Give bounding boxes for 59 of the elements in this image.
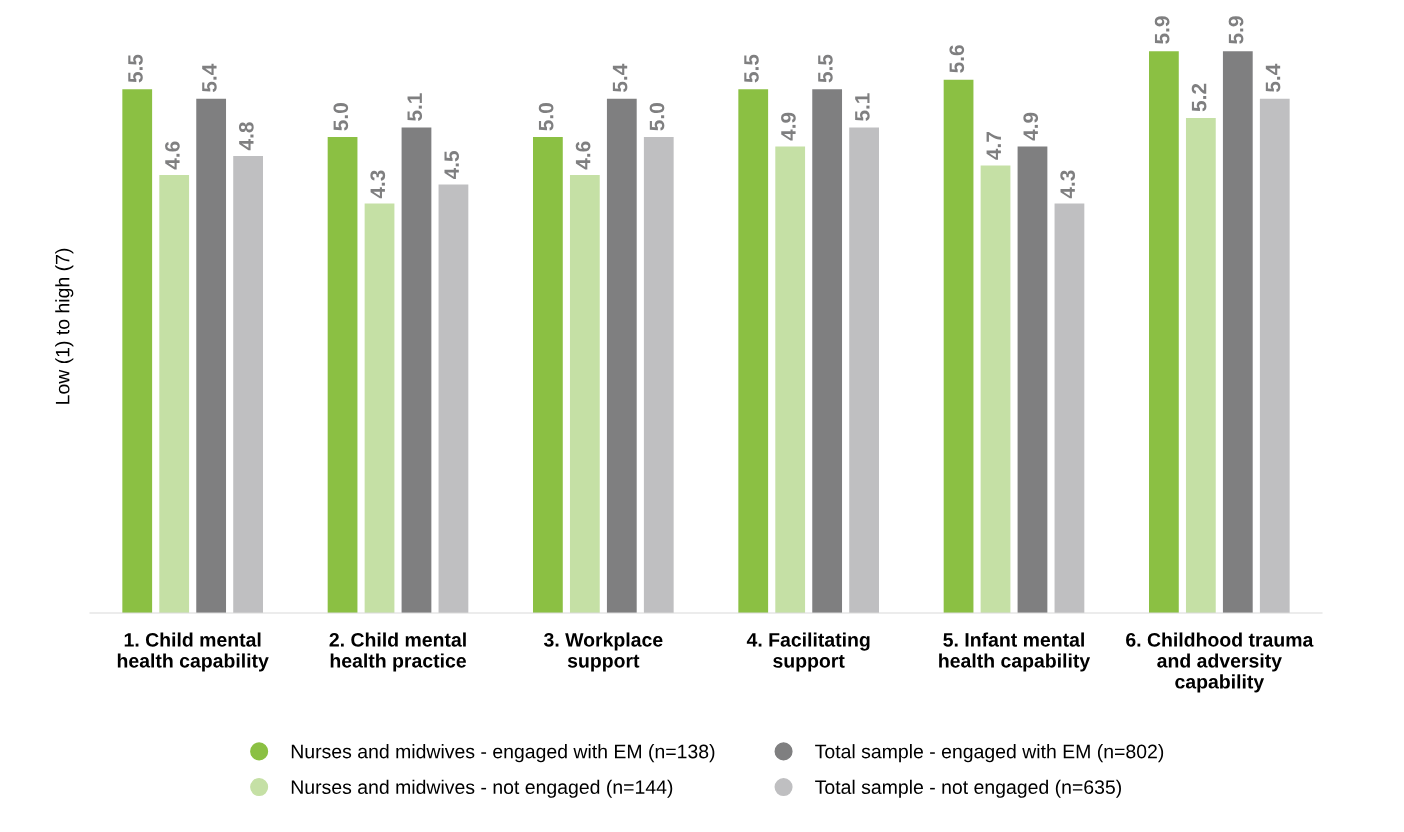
data-label: 4.3 — [1060, 170, 1076, 199]
bar — [738, 89, 769, 613]
data-label: 4.5 — [444, 151, 460, 180]
bar — [327, 136, 358, 613]
bar — [943, 79, 974, 613]
data-label: 5.0 — [649, 103, 665, 131]
bar — [643, 136, 674, 613]
bar — [401, 127, 432, 613]
data-label: 5.0 — [538, 103, 554, 131]
data-label: 5.4 — [1265, 63, 1281, 93]
bar — [122, 89, 153, 613]
y-axis-title: Low (1) to high (7) — [55, 248, 74, 404]
data-label: 4.8 — [238, 122, 254, 151]
x-tick-label: 4. Facilitating support — [746, 632, 870, 672]
x-tick-label: 1. Child mental health capability — [117, 632, 269, 672]
bar — [775, 146, 806, 613]
data-label: 5.9 — [1154, 16, 1170, 44]
bar — [1017, 146, 1048, 613]
bar — [812, 89, 843, 613]
legend-label: Total sample - not engaged (n=635) — [815, 779, 1121, 798]
data-label: 5.6 — [949, 45, 965, 73]
bar — [1185, 117, 1216, 613]
data-label: 5.1 — [855, 93, 870, 121]
bar — [606, 98, 637, 613]
data-label: 5.5 — [818, 54, 833, 83]
data-label: 5.4 — [202, 63, 217, 93]
bar — [1259, 98, 1290, 613]
x-tick-label: 2. Child mental health practice — [329, 632, 466, 672]
data-label: 5.5 — [744, 54, 759, 83]
x-tick-label: 5. Infant mental health capability — [939, 632, 1091, 672]
x-tick-label: 3. Workplace support — [543, 632, 663, 672]
data-label: 4.3 — [370, 170, 386, 199]
legend-label: Nurses and midwives - engaged with EM (n=138) — [291, 744, 715, 763]
bar — [159, 175, 190, 613]
data-label: 5.5 — [128, 54, 143, 83]
bar — [1222, 51, 1253, 613]
data-label: 5.9 — [1228, 16, 1244, 44]
data-label: 5.0 — [333, 103, 349, 131]
bar — [1149, 51, 1179, 613]
bar — [196, 98, 227, 613]
bar — [438, 184, 469, 613]
data-label: 4.6 — [165, 141, 180, 170]
legend-label: Total sample - engaged with EM (n=802) — [815, 744, 1164, 763]
bar — [980, 165, 1011, 613]
bar — [569, 175, 600, 613]
data-label: 5.1 — [407, 93, 423, 121]
data-label: 4.6 — [575, 141, 591, 170]
bar — [1054, 203, 1085, 613]
data-label: 4.9 — [1023, 112, 1039, 141]
x-tick-label: 6. Childhood trauma and adversity capability — [1126, 632, 1314, 693]
legend-label: Nurses and midwives - not engaged (n=144) — [291, 779, 673, 798]
data-label: 4.9 — [781, 112, 796, 141]
data-label: 5.4 — [612, 63, 628, 93]
bar — [533, 136, 563, 613]
bar — [849, 127, 879, 613]
data-label: 4.7 — [986, 132, 1001, 160]
bar — [364, 203, 395, 613]
data-label: 5.2 — [1191, 83, 1207, 112]
bar — [233, 155, 263, 613]
